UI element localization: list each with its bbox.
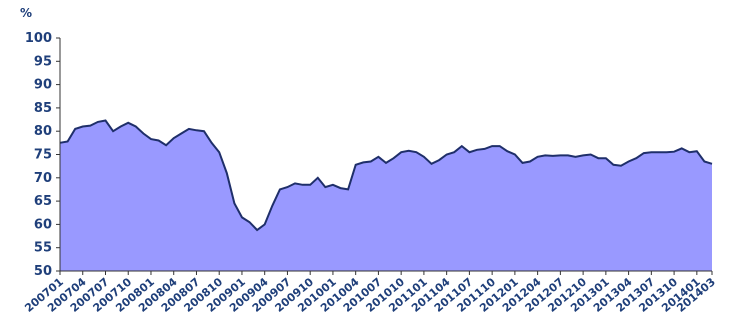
y-tick-label: 70: [34, 171, 52, 186]
y-tick-label: 85: [34, 101, 52, 116]
y-tick-label: 95: [34, 54, 52, 69]
y-tick-label: 50: [34, 264, 52, 279]
y-tick-label: 65: [34, 194, 52, 209]
series-area: [60, 120, 712, 271]
y-tick-label: 55: [34, 241, 52, 256]
y-tick-label: 60: [34, 217, 52, 232]
y-tick-label: 100: [25, 31, 52, 46]
y-tick-label: 75: [34, 148, 52, 163]
y-axis-unit-label: %: [20, 6, 32, 20]
y-tick-label: 80: [34, 124, 52, 139]
series-line: [59, 119, 713, 232]
y-tick-label: 90: [34, 78, 52, 93]
